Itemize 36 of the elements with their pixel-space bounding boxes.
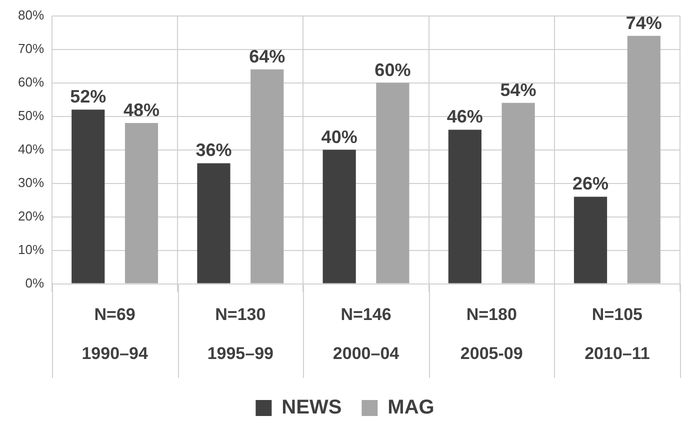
data-label: 64%	[249, 46, 286, 66]
y-tick-label: 20%	[18, 208, 44, 224]
data-label: 46%	[446, 106, 483, 127]
data-label: 52%	[70, 86, 106, 107]
x-tick-label: N=69 1990–94	[82, 305, 148, 364]
y-tick-label: 30%	[18, 174, 44, 190]
bar	[376, 82, 410, 284]
y-tick-label: 0%	[25, 275, 44, 290]
legend-label: NEWS	[282, 396, 342, 419]
bar	[124, 123, 158, 284]
y-tick-label: 60%	[18, 74, 44, 90]
data-label: 60%	[374, 60, 411, 80]
bar	[627, 36, 660, 284]
x-tick-label: N=105 2010–11	[584, 305, 650, 364]
data-label: 36%	[196, 140, 232, 160]
y-tick-label: 10%	[18, 242, 44, 257]
data-label: 54%	[500, 80, 536, 100]
x-tick-label: N=130 1995–99	[207, 305, 274, 364]
bar	[502, 102, 535, 284]
bar	[72, 110, 105, 284]
bar	[250, 69, 284, 284]
data-label: 74%	[626, 12, 662, 33]
x-tick-label: N=180 2005-09	[460, 305, 523, 364]
y-tick-label: 50%	[18, 108, 44, 123]
bar	[574, 196, 608, 284]
data-label: 40%	[321, 126, 358, 147]
bar	[322, 150, 356, 284]
data-label: 26%	[572, 174, 609, 194]
legend-label: MAG	[388, 396, 434, 419]
y-tick-label: 40%	[18, 141, 44, 156]
data-label: 48%	[123, 100, 160, 120]
bar	[197, 163, 230, 284]
y-tick-label: 80%	[18, 7, 44, 22]
x-tick-label: N=146 2000–04	[332, 305, 400, 364]
y-tick-label: 70%	[18, 40, 44, 56]
bar	[448, 130, 482, 284]
